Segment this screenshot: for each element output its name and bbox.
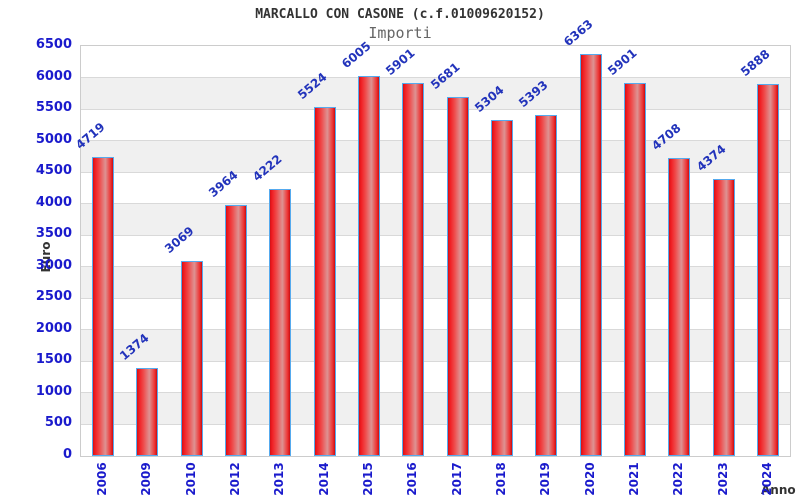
x-tick-label: 2021	[626, 462, 641, 496]
bar-2016	[402, 82, 425, 456]
plot-band	[81, 109, 790, 141]
gridline	[81, 297, 790, 299]
x-tick-label: 2012	[228, 462, 243, 496]
y-tick-label: 4000	[35, 194, 72, 210]
bar-2024	[756, 83, 779, 456]
y-tick-label: 2500	[35, 289, 72, 305]
bar-2023	[712, 179, 735, 456]
gridline	[81, 108, 790, 110]
gridline	[81, 423, 790, 425]
x-tick-label: 2023	[715, 462, 730, 496]
bar-2009	[136, 368, 159, 456]
x-tick-label: 2009	[139, 462, 154, 496]
y-tick-label: 3500	[35, 226, 72, 242]
bar-2018	[490, 120, 513, 456]
plot-area	[80, 45, 791, 457]
x-tick-label: 2018	[493, 462, 508, 496]
y-tick-label: 6500	[35, 37, 72, 52]
y-tick-label: 6000	[35, 68, 72, 84]
plot-band	[81, 77, 790, 110]
chart-title: MARCALLO CON CASONE (c.f.01009620152)	[255, 7, 545, 22]
plot-band	[81, 46, 790, 78]
y-tick-label: 2000	[35, 320, 72, 336]
gridline	[81, 234, 790, 236]
gridline	[81, 140, 790, 142]
y-tick-label: 4500	[35, 163, 72, 179]
bar-2021	[623, 82, 646, 456]
bar-2015	[358, 76, 381, 456]
bar-2012	[225, 204, 248, 456]
y-tick-label: 5000	[35, 131, 72, 147]
gridline	[81, 77, 790, 79]
x-tick-label: 2017	[449, 462, 464, 496]
y-tick-label: 3000	[35, 257, 72, 273]
x-tick-label: 2013	[272, 462, 287, 496]
gridline	[81, 171, 790, 173]
x-tick-label: 2016	[405, 462, 420, 496]
gridline	[81, 203, 790, 205]
bar-2010	[180, 261, 203, 456]
bar-2020	[579, 53, 602, 456]
x-tick-label: 2015	[361, 462, 376, 496]
gridline	[81, 329, 790, 331]
y-tick-label: 0	[62, 447, 72, 462]
bar-2019	[535, 114, 558, 456]
gridline	[81, 266, 790, 268]
bar-2017	[446, 96, 469, 456]
x-tick-label: 2022	[671, 462, 686, 496]
x-tick-label: 2014	[316, 462, 331, 496]
x-tick-label: 2006	[95, 462, 110, 496]
y-tick-label: 5500	[35, 100, 72, 116]
chart-subtitle: Importi	[368, 24, 432, 42]
y-tick-label: 500	[44, 415, 72, 431]
gridline	[81, 360, 790, 362]
bar-2013	[269, 188, 292, 456]
x-axis-title: Anno	[761, 483, 796, 497]
y-tick-label: 1000	[35, 383, 72, 399]
y-tick-label: 1500	[35, 352, 72, 368]
x-tick-label: 2020	[582, 462, 597, 496]
x-tick-label: 2010	[183, 462, 198, 496]
x-tick-label: 2024	[759, 462, 774, 496]
x-tick-label: 2019	[538, 462, 553, 496]
bar-2006	[92, 157, 115, 456]
bar-2014	[313, 106, 336, 456]
gridline	[81, 392, 790, 394]
bar-2022	[668, 158, 691, 456]
